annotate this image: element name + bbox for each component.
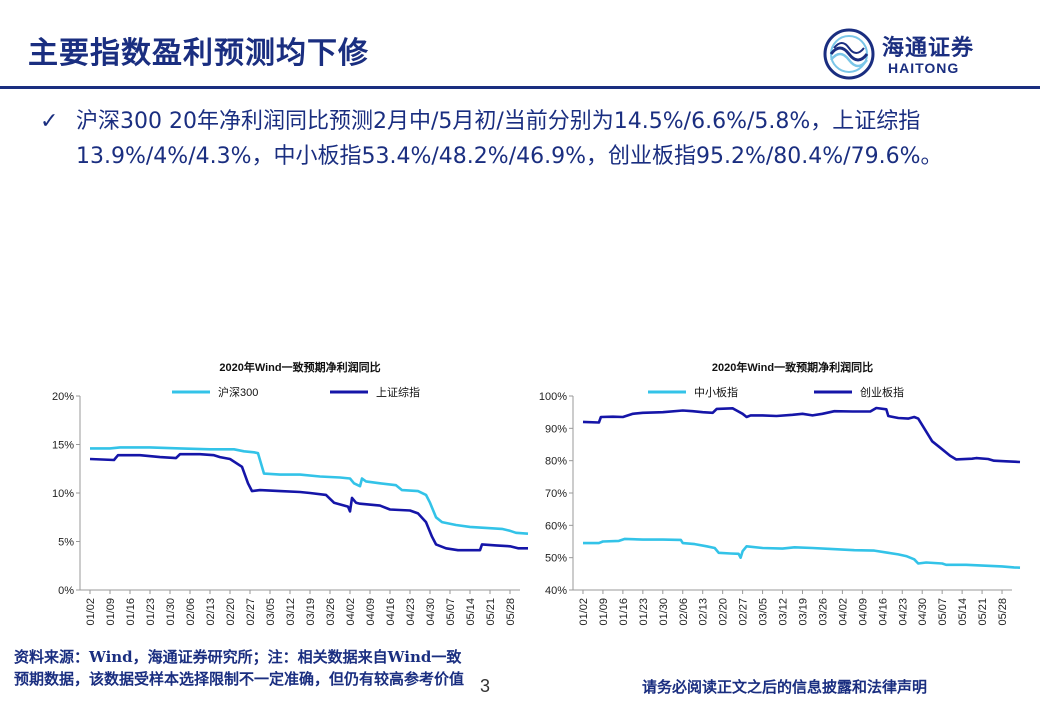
y-tick-label: 10% — [52, 488, 74, 500]
brand-logo: 海通证券 HAITONG — [820, 28, 1020, 80]
series-line-0 — [583, 537, 1021, 569]
x-tick-label: 04/30 — [425, 598, 437, 626]
x-tick-label: 01/23 — [638, 598, 650, 626]
y-tick-label: 80% — [545, 456, 567, 468]
y-tick-label: 60% — [545, 520, 567, 532]
x-tick-label: 01/30 — [165, 598, 177, 626]
y-tick-label: 5% — [58, 537, 74, 549]
x-tick-label: 05/21 — [485, 598, 497, 626]
x-tick-label: 04/16 — [877, 598, 889, 626]
x-tick-label: 04/02 — [345, 598, 357, 626]
x-tick-label: 04/23 — [405, 598, 417, 626]
x-tick-label: 02/27 — [738, 598, 750, 626]
y-tick-label: 70% — [545, 488, 567, 500]
series-line-1 — [582, 406, 1021, 464]
legend-label-1: 创业板指 — [860, 385, 904, 399]
x-tick-label: 02/13 — [698, 598, 710, 626]
x-tick-label: 01/16 — [125, 598, 137, 626]
x-tick-label: 02/13 — [205, 598, 217, 626]
x-tick-label: 01/09 — [598, 598, 610, 626]
page-number: 3 — [480, 676, 491, 696]
x-tick-label: 03/26 — [325, 598, 337, 626]
x-tick-label: 03/12 — [285, 598, 297, 626]
x-tick-label: 02/27 — [245, 598, 257, 626]
x-tick-label: 04/02 — [837, 598, 849, 626]
y-tick-label: 20% — [52, 391, 74, 403]
x-tick-label: 02/20 — [718, 598, 730, 626]
x-tick-label: 05/14 — [465, 598, 477, 626]
legend-label-0: 中小板指 — [694, 385, 738, 399]
page-title: 主要指数盈利预测均下修 — [28, 36, 369, 71]
x-tick-label: 02/06 — [678, 598, 690, 626]
y-tick-label: 0% — [58, 585, 74, 597]
chart-csi300-sse: 2020年Wind一致预期净利润同比 沪深300 上证综指 0% 5% 10% 15% 20%… — [12, 355, 529, 640]
x-tick-label: 03/19 — [797, 598, 809, 626]
series-line-1 — [89, 452, 528, 552]
x-tick-label: 05/07 — [445, 598, 457, 626]
x-tick-label: 01/23 — [145, 598, 157, 626]
y-tick-label: 40% — [545, 585, 567, 597]
legal-disclaimer: 请务必阅读正文之后的信息披露和法律声明 — [642, 678, 928, 696]
legend-label-1: 上证综指 — [376, 385, 420, 399]
y-tick-label: 100% — [539, 391, 567, 403]
x-tick-label: 05/28 — [505, 598, 517, 626]
x-tick-label: 03/19 — [305, 598, 317, 626]
x-tick-label: 01/30 — [658, 598, 670, 626]
x-tick-label: 04/23 — [897, 598, 909, 626]
y-tick-label: 90% — [545, 423, 567, 435]
logo-chinese-name: 海通证券 — [882, 35, 975, 61]
x-tick-label: 03/05 — [758, 598, 770, 626]
chart-sme-chinext: 2020年Wind一致预期净利润同比中小板指 创业板指 40% 50% 60% 70% 80… — [520, 355, 1032, 640]
x-tick-label: 01/02 — [578, 598, 590, 626]
x-tick-label: 05/21 — [977, 598, 989, 626]
series-line-0 — [90, 446, 529, 535]
x-tick-label: 04/30 — [917, 598, 929, 626]
chart-title: 2020年Wind一致预期净利润同比 — [219, 360, 380, 374]
checkmark-icon: ✓ — [40, 109, 59, 134]
x-tick-label: 03/12 — [778, 598, 790, 626]
x-tick-label: 04/09 — [365, 598, 377, 626]
x-tick-label: 04/09 — [857, 598, 869, 626]
x-tick-label: 02/20 — [225, 598, 237, 626]
legend-label-0: 沪深300 — [218, 385, 258, 399]
x-tick-label: 01/09 — [105, 598, 117, 626]
y-tick-label: 15% — [52, 440, 74, 452]
x-tick-label: 05/14 — [957, 598, 969, 626]
chart-title: 2020年Wind一致预期净利润同比 — [712, 360, 873, 374]
x-tick-label: 05/28 — [997, 598, 1009, 626]
source-note: 资料来源：Wind，海通证券研究所；注：相关数据来自Wind一致预期数据，该数据… — [14, 648, 465, 688]
x-tick-label: 03/05 — [265, 598, 277, 626]
title-divider — [0, 86, 1040, 89]
summary-bullet: ✓ 沪深300 20年净利润同比预测2月中/5月初/当前分别为14.5%/6.6… — [40, 104, 1010, 174]
y-tick-label: 50% — [545, 553, 567, 565]
x-tick-label: 01/02 — [85, 598, 97, 626]
x-tick-label: 02/06 — [185, 598, 197, 626]
x-tick-label: 04/16 — [385, 598, 397, 626]
x-tick-label: 01/16 — [618, 598, 630, 626]
x-tick-label: 05/07 — [937, 598, 949, 626]
logo-english-name: HAITONG — [888, 60, 960, 76]
summary-text: 沪深300 20年净利润同比预测2月中/5月初/当前分别为14.5%/6.6%/… — [76, 109, 943, 169]
x-tick-label: 03/26 — [817, 598, 829, 626]
haitong-emblem-icon — [823, 28, 875, 80]
